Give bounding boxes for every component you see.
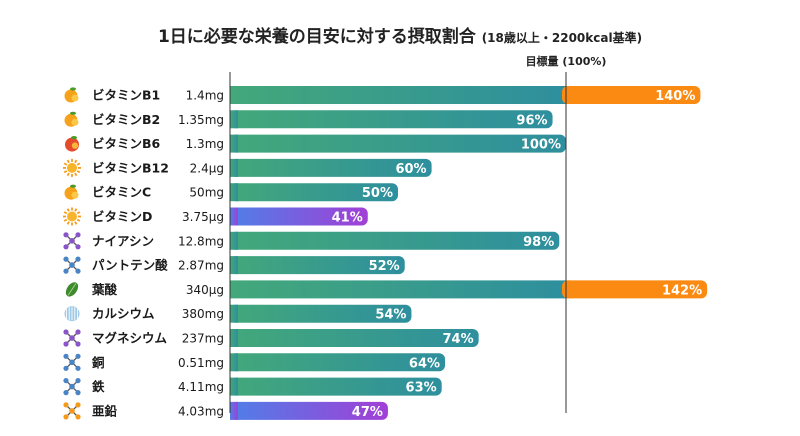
- amount-label: 4.11mg: [178, 380, 224, 394]
- value-label: 60%: [395, 162, 426, 177]
- bar: [230, 86, 566, 104]
- category-label: カルシウム: [92, 306, 155, 321]
- amount-label: 340μg: [186, 283, 224, 297]
- orange-icon: [64, 184, 79, 200]
- category-label: ビタミンB12: [92, 160, 169, 175]
- category-label: ビタミンD: [92, 209, 152, 224]
- bar: [230, 110, 553, 129]
- leaf-icon: [65, 282, 79, 297]
- sun-icon: [63, 158, 81, 177]
- value-label: 52%: [369, 259, 400, 274]
- value-label: 63%: [406, 381, 437, 396]
- bar-base: [230, 304, 238, 323]
- value-label: 96%: [516, 113, 547, 128]
- bar: [230, 158, 432, 177]
- bar-base: [230, 207, 238, 226]
- bar: [230, 304, 412, 323]
- bar: [230, 183, 398, 202]
- chart-title: 1日に必要な栄養の目安に対する摂取割合 (18歳以上・2200kcal基準): [0, 22, 800, 47]
- bar-excess: [562, 86, 701, 104]
- amount-label: 4.03mg: [178, 404, 224, 418]
- chart-title-main: 1日に必要な栄養の目安に対する摂取割合: [157, 27, 476, 47]
- category-label: ビタミンB1: [92, 88, 160, 103]
- bar: [230, 329, 479, 347]
- amount-label: 12.8mg: [178, 234, 224, 248]
- category-label: ビタミンC: [92, 185, 151, 200]
- molecule-icon: [63, 402, 81, 420]
- bar: [230, 377, 442, 396]
- bar-excess: [562, 280, 708, 299]
- bar: [230, 134, 566, 153]
- bar: [230, 256, 405, 275]
- molecule-icon: [63, 256, 81, 274]
- category-label: 鉄: [92, 379, 105, 394]
- value-label: 64%: [409, 356, 440, 371]
- category-label: ビタミンB2: [92, 112, 160, 127]
- bar-base: [230, 134, 238, 153]
- amount-label: 50mg: [189, 186, 224, 200]
- bar: [230, 207, 368, 226]
- amount-label: 237mg: [182, 332, 224, 346]
- chart-subtitle: (18歳以上・2200kcal基準): [481, 31, 643, 45]
- value-label: 50%: [362, 186, 393, 201]
- target-label: 目標量 (100%): [526, 54, 607, 68]
- bar-base: [230, 183, 238, 202]
- bar-base: [230, 256, 238, 275]
- value-label: 54%: [375, 308, 406, 323]
- apple-icon: [65, 136, 79, 152]
- bar-base: [230, 158, 238, 177]
- category-label: パントテン酸: [92, 258, 168, 273]
- value-label: 74%: [443, 332, 474, 347]
- bar-base: [230, 377, 238, 396]
- bar-base: [230, 231, 238, 250]
- shell-icon: [64, 306, 80, 322]
- amount-label: 3.75μg: [182, 210, 224, 224]
- bar-base: [230, 329, 238, 347]
- bar-base: [230, 401, 238, 420]
- value-label: 47%: [352, 405, 383, 420]
- bar-excess-join: [566, 86, 570, 104]
- bar: [230, 353, 446, 372]
- value-label: 100%: [521, 138, 561, 153]
- molecule-icon: [63, 353, 81, 371]
- category-label: 葉酸: [91, 282, 118, 297]
- orange-icon: [64, 111, 79, 127]
- category-label: 亜鉛: [92, 403, 118, 418]
- value-label: 41%: [332, 211, 363, 226]
- molecule-icon: [63, 378, 81, 396]
- bar-base: [230, 110, 238, 129]
- bar-base: [230, 353, 238, 372]
- bar: [230, 231, 560, 250]
- category-label: ビタミンB6: [92, 136, 161, 151]
- value-label: 142%: [662, 283, 702, 298]
- category-label: ナイアシン: [92, 233, 154, 248]
- bar: [230, 401, 388, 420]
- amount-label: 1.35mg: [178, 113, 224, 127]
- molecule-icon: [63, 232, 81, 250]
- category-label: 銅: [91, 355, 105, 370]
- amount-label: 1.4mg: [186, 89, 224, 103]
- bar: [230, 280, 566, 299]
- value-label: 98%: [523, 235, 554, 250]
- amount-label: 0.51mg: [178, 356, 224, 370]
- amount-label: 2.87mg: [178, 259, 224, 273]
- sun-icon: [63, 207, 81, 226]
- bar-excess-join: [566, 280, 570, 299]
- amount-label: 2.4μg: [190, 161, 224, 175]
- value-label: 140%: [655, 89, 695, 104]
- amount-label: 380mg: [182, 307, 224, 321]
- molecule-icon: [63, 329, 81, 347]
- amount-label: 1.3mg: [186, 137, 224, 151]
- orange-icon: [64, 87, 79, 103]
- category-label: マグネシウム: [92, 331, 168, 346]
